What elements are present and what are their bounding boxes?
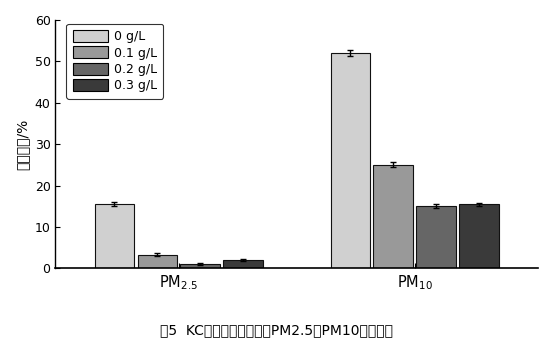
Bar bbox=[373, 165, 413, 268]
Legend: 0 g/L, 0.1 g/L, 0.2 g/L, 0.3 g/L: 0 g/L, 0.1 g/L, 0.2 g/L, 0.3 g/L bbox=[66, 24, 163, 99]
Bar bbox=[223, 260, 263, 268]
Bar bbox=[416, 206, 456, 268]
Bar bbox=[331, 53, 370, 268]
Y-axis label: 体积分数/%: 体积分数/% bbox=[15, 119, 29, 170]
Text: 图5  KC的含量对飞灰中的PM2.5、PM10含量影响: 图5 KC的含量对飞灰中的PM2.5、PM10含量影响 bbox=[160, 324, 393, 338]
Bar bbox=[95, 204, 134, 268]
Bar bbox=[180, 264, 220, 268]
Bar bbox=[138, 255, 177, 268]
Bar bbox=[460, 204, 499, 268]
